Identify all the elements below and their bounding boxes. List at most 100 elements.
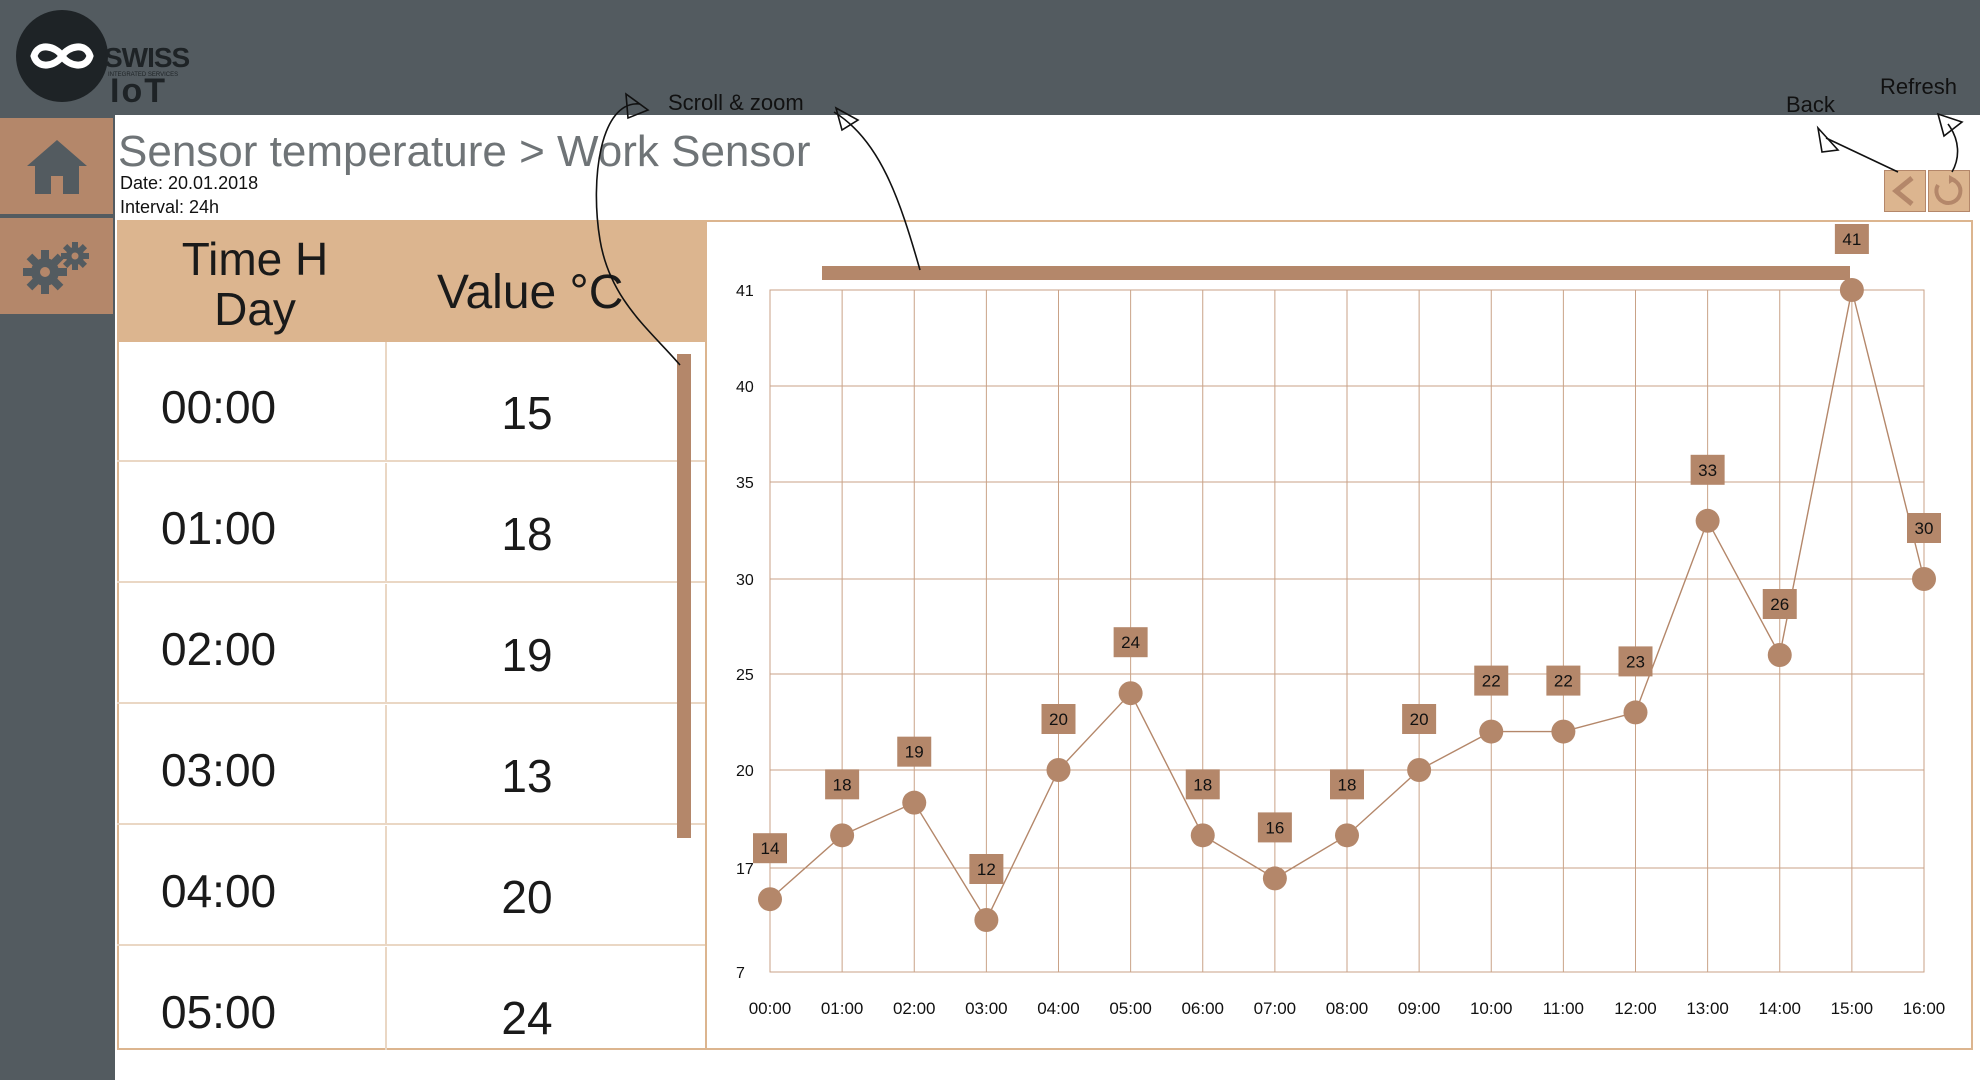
table-header: Time H Day Value °C — [117, 220, 705, 342]
data-label-box — [1402, 704, 1437, 734]
y-tick-label: 17 — [736, 861, 754, 878]
table-row: 03:00 13 — [117, 705, 705, 825]
date-label: Date: 20.01.2018 — [120, 173, 259, 193]
temperature-chart: 7 17 20 25 30 35 40 41 00:00 01:00 02:00 03:00 04:00… — [709, 222, 1971, 1048]
data-label-box — [1330, 769, 1364, 800]
page-title: Sensor temperature > Work Sensor — [118, 127, 811, 176]
back-button[interactable] — [1884, 170, 1926, 212]
data-point — [1623, 700, 1648, 725]
data-point — [974, 908, 999, 932]
data-point — [758, 887, 782, 912]
chart-svg: 7 17 20 25 30 35 40 41 00:00 01:00 02:00 03:00 04:00… — [736, 224, 1946, 1018]
data-label: 20 — [1410, 710, 1429, 729]
value-cell: 24 — [501, 992, 553, 1044]
y-tick-label: 30 — [736, 572, 754, 589]
x-tick-label: 06:00 — [1181, 999, 1224, 1018]
annotation-refresh: Refresh — [1880, 74, 1958, 99]
data-label-box — [1185, 769, 1220, 800]
data-label-box — [1690, 454, 1725, 485]
data-point — [1262, 866, 1287, 891]
sidebar-item-home[interactable] — [0, 118, 113, 214]
x-tick-label: 15:00 — [1831, 999, 1874, 1018]
cell-separator — [385, 342, 387, 462]
cell-separator — [385, 584, 387, 704]
data-label: 16 — [1265, 818, 1284, 837]
data-label: 33 — [1698, 461, 1717, 480]
data-label-box — [753, 833, 787, 864]
x-tick-label: 09:00 — [1398, 999, 1441, 1018]
sidebar-item-settings[interactable] — [0, 218, 113, 314]
data-label-box — [1041, 704, 1076, 734]
y-tick-label: 20 — [736, 763, 754, 780]
value-cell: 13 — [501, 750, 553, 802]
data-label: 18 — [1193, 775, 1212, 794]
data-label: 30 — [1915, 519, 1934, 538]
y-tick-label: 7 — [736, 965, 745, 982]
x-tick-label: 16:00 — [1903, 999, 1946, 1018]
time-cell: 03:00 — [161, 744, 277, 796]
data-point — [1839, 278, 1864, 302]
data-point — [1046, 758, 1071, 782]
zoom-scroll-bar[interactable] — [822, 266, 1850, 280]
data-table: Time H Day Value °C 00:00 15 01:00 18 02:00 1… — [117, 220, 707, 1050]
data-label-box — [897, 736, 932, 767]
y-tick-label: 41 — [736, 283, 754, 300]
x-tick-label: 02:00 — [893, 999, 936, 1018]
x-tick-label: 14:00 — [1758, 999, 1801, 1018]
data-point — [1335, 823, 1359, 848]
x-tick-label: 11:00 — [1543, 999, 1584, 1018]
column-header-value: Value °C — [437, 266, 624, 319]
data-label-box — [1113, 627, 1148, 658]
annotation-back: Back — [1786, 92, 1835, 117]
table-row: 00:00 15 — [117, 342, 705, 462]
data-point — [1190, 823, 1215, 848]
x-tick-label: 05:00 — [1109, 999, 1152, 1018]
data-label: 24 — [1121, 633, 1140, 652]
data-point — [1695, 508, 1720, 533]
data-label: 18 — [1338, 775, 1357, 794]
data-label-box — [1474, 665, 1509, 696]
data-label: 23 — [1626, 652, 1645, 671]
value-cell: 19 — [501, 629, 553, 681]
cell-separator — [385, 463, 387, 583]
data-label: 22 — [1482, 672, 1501, 691]
data-label: 26 — [1770, 595, 1789, 614]
column-header-time: Time H Day — [181, 233, 329, 335]
y-tick-label: 35 — [736, 475, 754, 492]
x-tick-label: 07:00 — [1254, 999, 1297, 1018]
data-point — [1551, 719, 1576, 744]
x-tick-label: 13:00 — [1686, 999, 1729, 1018]
data-label-box — [1907, 513, 1941, 543]
top-bar — [0, 0, 1980, 115]
interval-label: Interval: 24h — [120, 197, 220, 217]
table-row: 04:00 20 — [117, 826, 705, 946]
refresh-button[interactable] — [1928, 170, 1970, 212]
data-label-box — [1834, 224, 1869, 254]
data-label: 41 — [1842, 230, 1861, 249]
content-panel — [117, 220, 1973, 1050]
refresh-icon — [1934, 175, 1963, 205]
time-cell: 02:00 — [161, 623, 277, 675]
cell-separator — [385, 705, 387, 825]
gear-icon — [22, 242, 89, 294]
value-cell: 15 — [501, 387, 553, 439]
data-label: 18 — [833, 775, 852, 794]
infinity-icon — [30, 43, 94, 69]
y-tick-label: 25 — [736, 667, 754, 684]
data-label-box — [969, 854, 1004, 884]
data-label-box — [1546, 665, 1581, 696]
x-tick-label: 01:00 — [821, 999, 864, 1018]
x-tick-label: 12:00 — [1614, 999, 1657, 1018]
time-cell: 05:00 — [161, 986, 277, 1038]
cell-separator — [385, 826, 387, 946]
data-label: 14 — [761, 839, 780, 858]
y-tick-label: 40 — [736, 379, 754, 396]
time-cell: 00:00 — [161, 381, 277, 433]
data-label-box — [1257, 812, 1292, 843]
x-tick-label: 10:00 — [1470, 999, 1513, 1018]
x-tick-label: 00:00 — [749, 999, 792, 1018]
data-point — [830, 823, 855, 848]
table-scrollbar[interactable] — [677, 354, 691, 838]
data-label-box — [1618, 646, 1653, 677]
home-icon — [26, 140, 87, 194]
